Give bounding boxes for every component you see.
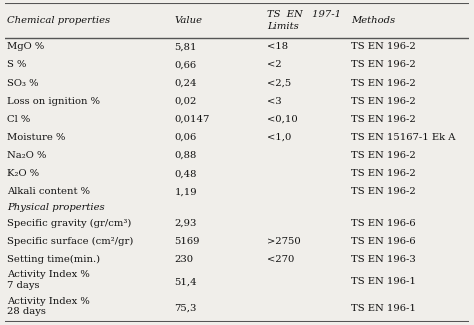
Text: <1,0: <1,0 [267, 133, 292, 142]
Text: <0,10: <0,10 [267, 115, 298, 124]
Text: Specific surface (cm²/gr): Specific surface (cm²/gr) [7, 237, 134, 246]
Text: TS EN 196-6: TS EN 196-6 [351, 237, 415, 246]
Text: TS EN 196-2: TS EN 196-2 [351, 188, 416, 196]
Text: Activity Index %
7 days: Activity Index % 7 days [7, 270, 90, 290]
Text: <18: <18 [267, 42, 288, 51]
Text: 0,24: 0,24 [174, 79, 197, 87]
Text: S %: S % [7, 60, 27, 69]
Text: TS EN 196-2: TS EN 196-2 [351, 42, 416, 51]
Text: 51,4: 51,4 [174, 277, 197, 286]
Text: TS EN 196-6: TS EN 196-6 [351, 219, 415, 228]
Text: MgO %: MgO % [7, 42, 44, 51]
Text: 0,48: 0,48 [174, 169, 197, 178]
Text: 5,81: 5,81 [174, 42, 197, 51]
Text: TS EN 196-2: TS EN 196-2 [351, 115, 416, 124]
Text: 230: 230 [174, 255, 193, 264]
Text: 2,93: 2,93 [174, 219, 197, 228]
Text: TS EN 196-2: TS EN 196-2 [351, 60, 416, 69]
Text: TS EN 196-2: TS EN 196-2 [351, 151, 416, 160]
Text: Moisture %: Moisture % [7, 133, 65, 142]
Text: 0,06: 0,06 [174, 133, 197, 142]
Text: <270: <270 [267, 255, 294, 264]
Text: Cl %: Cl % [7, 115, 30, 124]
Text: Physical properties: Physical properties [7, 203, 105, 212]
Text: 0,88: 0,88 [174, 151, 197, 160]
Text: Activity Index %
28 days: Activity Index % 28 days [7, 297, 90, 316]
Text: Loss on ignition %: Loss on ignition % [7, 97, 100, 106]
Text: TS EN 196-1: TS EN 196-1 [351, 304, 416, 313]
Text: Methods: Methods [351, 16, 395, 25]
Text: 75,3: 75,3 [174, 304, 197, 313]
Text: 0,0147: 0,0147 [174, 115, 210, 124]
Text: SO₃ %: SO₃ % [7, 79, 38, 87]
Text: Value: Value [174, 16, 202, 25]
Text: TS  EN   197-1
Limits: TS EN 197-1 Limits [267, 10, 341, 31]
Text: TS EN 196-2: TS EN 196-2 [351, 79, 416, 87]
Text: TS EN 196-3: TS EN 196-3 [351, 255, 416, 264]
Text: TS EN 196-2: TS EN 196-2 [351, 97, 416, 106]
Text: K₂O %: K₂O % [7, 169, 39, 178]
Text: <2: <2 [267, 60, 282, 69]
Text: 5169: 5169 [174, 237, 200, 246]
Text: 0,02: 0,02 [174, 97, 197, 106]
Text: Setting time(min.): Setting time(min.) [7, 255, 100, 264]
Text: >2750: >2750 [267, 237, 301, 246]
Text: <3: <3 [267, 97, 282, 106]
Text: Na₂O %: Na₂O % [7, 151, 46, 160]
Text: 1,19: 1,19 [174, 188, 197, 196]
Text: Specific gravity (gr/cm³): Specific gravity (gr/cm³) [7, 219, 131, 228]
Text: 0,66: 0,66 [174, 60, 196, 69]
Text: Chemical properties: Chemical properties [7, 16, 110, 25]
Text: TS EN 196-2: TS EN 196-2 [351, 169, 416, 178]
Text: TS EN 15167-1 Ek A: TS EN 15167-1 Ek A [351, 133, 456, 142]
Text: <2,5: <2,5 [267, 79, 292, 87]
Text: TS EN 196-1: TS EN 196-1 [351, 277, 416, 286]
Text: Alkali content %: Alkali content % [7, 188, 90, 196]
